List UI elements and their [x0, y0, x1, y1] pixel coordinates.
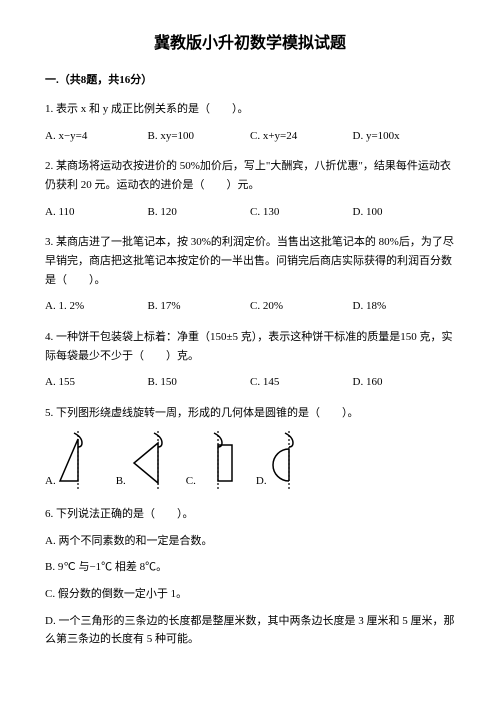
choice-6b: B. 9℃ 与−1℃ 相差 8℃。	[45, 558, 455, 577]
shape-b-icon	[128, 431, 168, 491]
shape-b-item: B.	[116, 431, 168, 491]
shape-b-label: B.	[116, 472, 126, 491]
shape-a-icon	[58, 431, 98, 491]
choice-4d: D. 160	[353, 373, 456, 392]
choices-2: A. 110 B. 120 C. 130 D. 100	[45, 203, 455, 222]
choice-6c: C. 假分数的倒数一定小于 1。	[45, 585, 455, 604]
choice-1b: B. xy=100	[148, 127, 251, 146]
question-1: 1. 表示 x 和 y 成正比例关系的是（ ）。	[45, 100, 455, 119]
shape-d-item: D.	[256, 431, 309, 491]
choice-2a: A. 110	[45, 203, 148, 222]
question-2: 2. 某商场将运动衣按进价的 50%加价后，写上"大酬宾，八折优惠"，结果每件运…	[45, 157, 455, 194]
shapes-row: A. B. C. D.	[45, 431, 455, 491]
choice-3d: D. 18%	[353, 297, 456, 316]
choice-4c: C. 145	[250, 373, 353, 392]
choice-2d: D. 100	[353, 203, 456, 222]
choice-1c: C. x+y=24	[250, 127, 353, 146]
shape-c-label: C.	[186, 472, 196, 491]
choices-4: A. 155 B. 150 C. 145 D. 160	[45, 373, 455, 392]
shape-c-item: C.	[186, 431, 238, 491]
choice-2b: B. 120	[148, 203, 251, 222]
shape-d-icon	[269, 431, 309, 491]
choice-3c: C. 20%	[250, 297, 353, 316]
question-6: 6. 下列说法正确的是（ ）。	[45, 505, 455, 524]
choices-3: A. 1. 2% B. 17% C. 20% D. 18%	[45, 297, 455, 316]
page: 冀教版小升初数学模拟试题 一.（共8题，共16分） 1. 表示 x 和 y 成正…	[0, 0, 500, 677]
choice-4a: A. 155	[45, 373, 148, 392]
choices-1: A. x−y=4 B. xy=100 C. x+y=24 D. y=100x	[45, 127, 455, 146]
shape-a-label: A.	[45, 472, 56, 491]
shape-c-icon	[198, 431, 238, 491]
question-4: 4. 一种饼干包装袋上标着：净重（150±5 克），表示这种饼干标准的质量是15…	[45, 328, 455, 365]
choice-2c: C. 130	[250, 203, 353, 222]
section-header: 一.（共8题，共16分）	[45, 71, 455, 90]
question-3: 3. 某商店进了一批笔记本，按 30%的利润定价。当售出这批笔记本的 80%后，…	[45, 233, 455, 289]
choice-6d: D. 一个三角形的三条边的长度都是整厘米数，其中两条边长度是 3 厘米和 5 厘…	[45, 612, 455, 649]
page-title: 冀教版小升初数学模拟试题	[45, 30, 455, 57]
choice-6a: A. 两个不同素数的和一定是合数。	[45, 532, 455, 551]
choice-4b: B. 150	[148, 373, 251, 392]
question-5: 5. 下列图形绕虚线旋转一周，形成的几何体是圆锥的是（ ）。	[45, 404, 455, 423]
shape-a-item: A.	[45, 431, 98, 491]
choice-3a: A. 1. 2%	[45, 297, 148, 316]
shape-d-label: D.	[256, 472, 267, 491]
choice-1d: D. y=100x	[353, 127, 456, 146]
choice-3b: B. 17%	[148, 297, 251, 316]
choice-1a: A. x−y=4	[45, 127, 148, 146]
